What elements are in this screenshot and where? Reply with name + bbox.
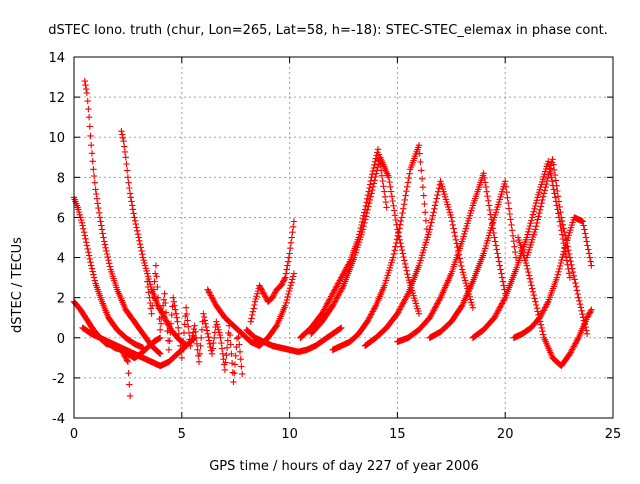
y-tick-label: 2: [57, 292, 65, 307]
y-tick-label: 10: [48, 131, 65, 146]
series-15-points: [394, 170, 509, 345]
ticks: 0 5 10 15 20 25 -4 -2 0 2 4 6 8 10 12 14: [48, 51, 621, 442]
y-axis-label: dSTEC / TECUs: [10, 237, 25, 333]
series-6: [88, 326, 164, 361]
series-9: [247, 218, 298, 325]
y-tick-label: 4: [57, 252, 65, 267]
series-10-points: [243, 324, 345, 355]
series-12-points: [329, 142, 431, 353]
series-6-points: [88, 326, 164, 361]
series-18: [510, 214, 595, 341]
series-7: [144, 262, 246, 386]
chart-title: dSTEC Iono. truth (chur, Lon=265, Lat=58…: [48, 23, 608, 38]
series-18-points: [510, 214, 595, 341]
data-marks: [70, 77, 595, 400]
y-tick-label: 12: [48, 91, 65, 106]
series-19-points: [514, 234, 595, 370]
series-20-points: [523, 156, 591, 337]
x-tick-label: 5: [178, 427, 186, 442]
series-16: [426, 178, 520, 341]
y-tick-label: -4: [52, 412, 65, 427]
series-20: [523, 156, 591, 337]
x-tick-label: 20: [497, 427, 514, 442]
y-tick-label: 14: [48, 51, 65, 66]
x-tick-label: 15: [389, 427, 406, 442]
series-19: [514, 234, 595, 370]
y-tick-label: 8: [57, 171, 65, 186]
x-tick-label: 10: [281, 427, 298, 442]
series-14: [361, 178, 477, 349]
y-tick-label: 0: [57, 332, 65, 347]
y-tick-label: -2: [52, 372, 65, 387]
series-16-points: [426, 178, 520, 341]
series-13-points: [308, 154, 423, 337]
x-tick-label: 0: [70, 427, 78, 442]
series-13: [308, 154, 423, 337]
series-7-points: [144, 262, 246, 386]
y-tick-label: 6: [57, 211, 65, 226]
plot-frame: [73, 56, 614, 419]
x-tick-label: 25: [605, 427, 622, 442]
series-12: [329, 142, 431, 353]
series-9-points: [247, 218, 298, 325]
series-14-points: [361, 178, 477, 349]
x-axis-label: GPS time / hours of day 227 of year 2006: [209, 459, 479, 474]
series-10: [243, 324, 345, 355]
series-15: [394, 170, 509, 345]
